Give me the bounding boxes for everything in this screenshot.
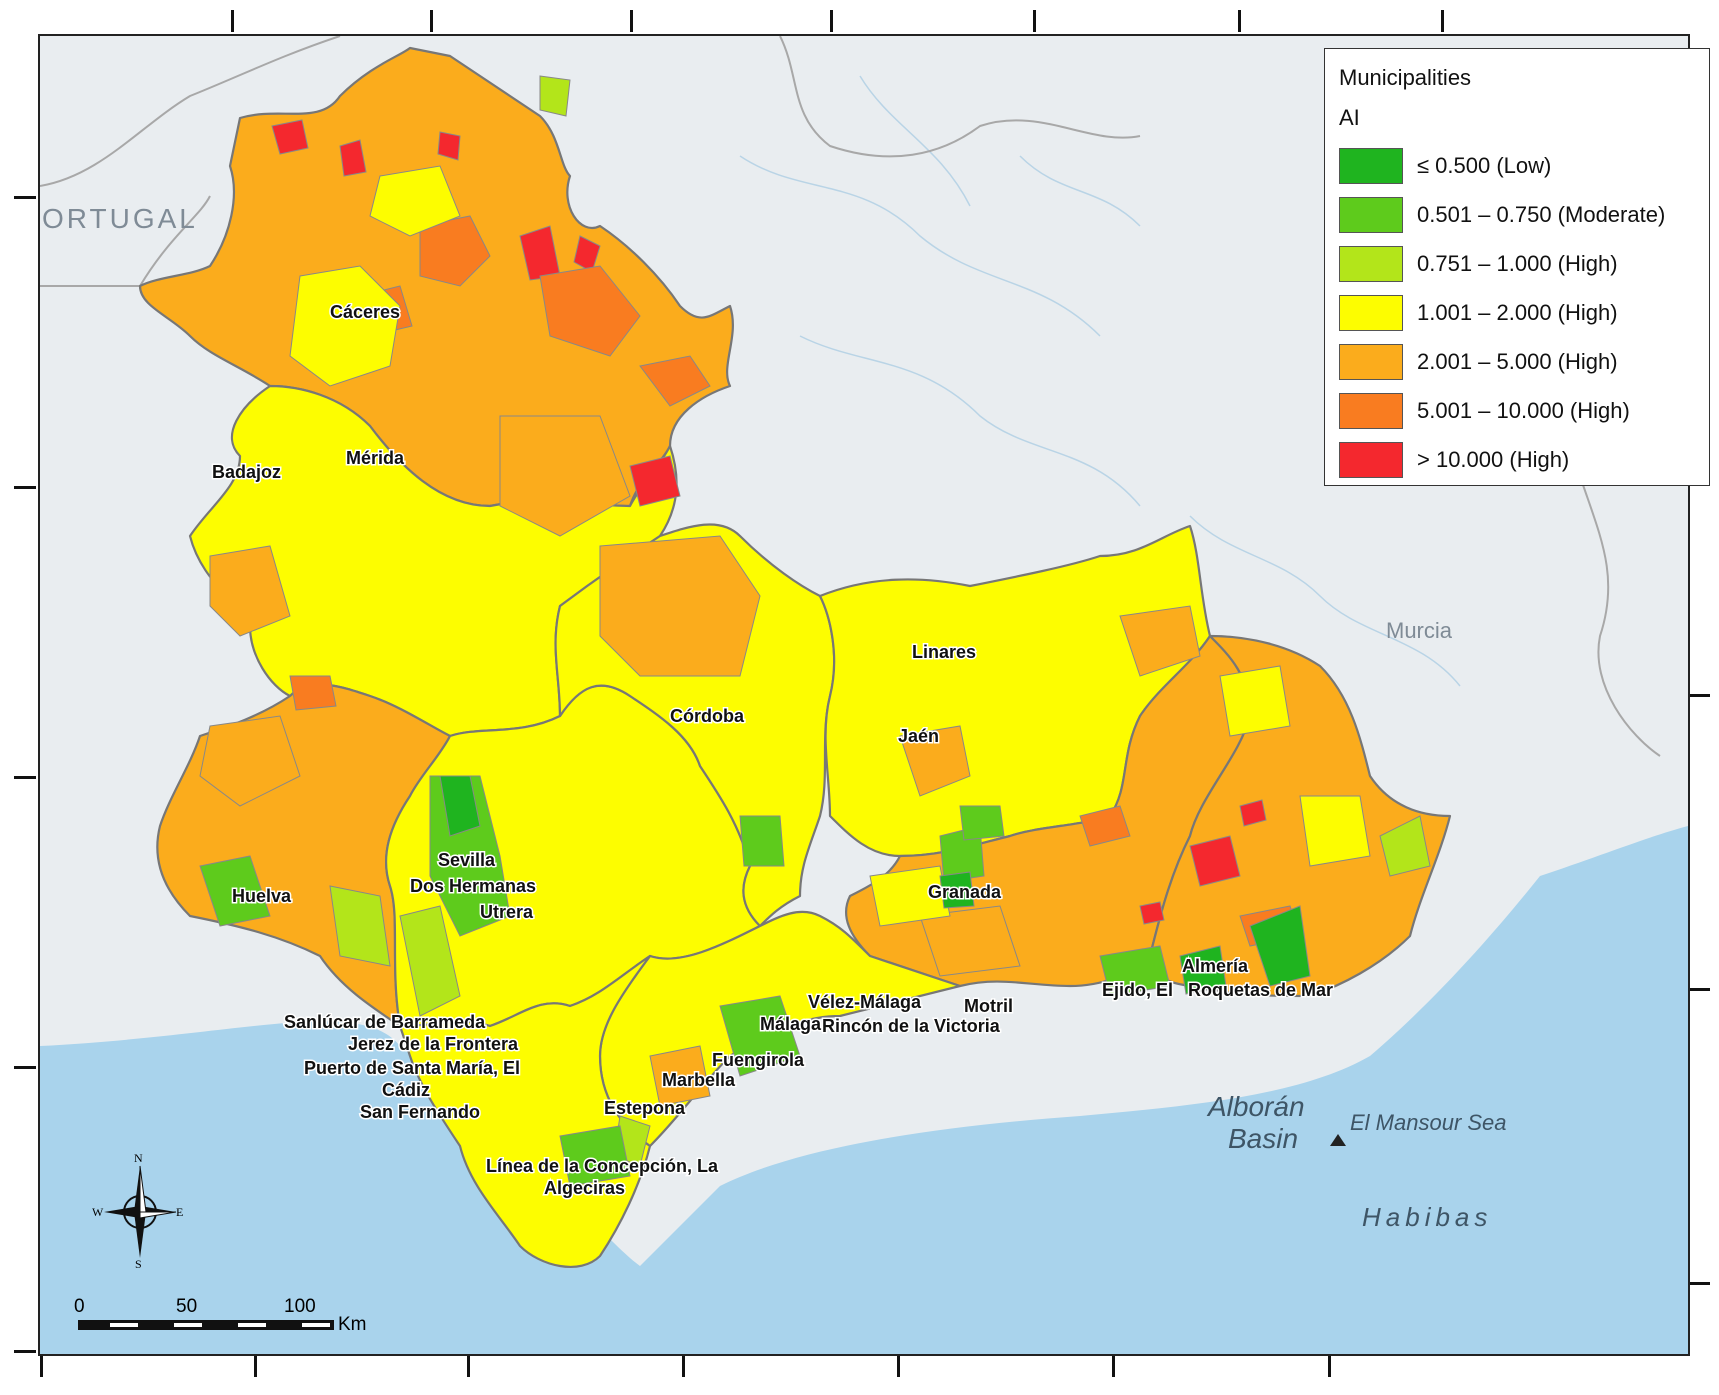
label-huelva: Huelva: [232, 886, 292, 906]
label-linea: Línea de la Concepción, La: [486, 1156, 719, 1176]
legend-label: 1.001 – 2.000 (High): [1417, 299, 1618, 325]
municipality-classes: [199, 75, 1431, 1187]
label-fuengirola: Fuengirola: [712, 1050, 805, 1070]
legend: Municipalities AI ≤ 0.500 (Low) 0.501 – 0…: [1324, 48, 1710, 486]
legend-item: > 10.000 (High): [1339, 435, 1695, 484]
city-labels: Cáceres Badajoz Mérida Córdoba Linares J…: [211, 301, 1335, 1200]
legend-label: 2.001 – 5.000 (High): [1417, 348, 1618, 374]
north-label: N: [134, 1151, 143, 1165]
label-dos-hermanas: Dos Hermanas: [410, 876, 536, 896]
legend-classes: ≤ 0.500 (Low) 0.501 – 0.750 (Moderate) 0.7…: [1339, 141, 1695, 484]
legend-swatch: [1339, 147, 1403, 184]
legend-swatch: [1339, 392, 1403, 429]
label-jerez: Jerez de la Frontera: [348, 1034, 519, 1054]
label-murcia: Murcia: [1386, 618, 1453, 643]
label-mansour: El Mansour Sea: [1350, 1110, 1507, 1135]
label-puerto: Puerto de Santa María, El: [304, 1058, 520, 1078]
scale-unit: Km: [338, 1314, 367, 1335]
label-sanlucar: Sanlúcar de Barrameda: [284, 1012, 486, 1032]
legend-swatch: [1339, 294, 1403, 331]
legend-swatch: [1339, 196, 1403, 233]
legend-item: 0.751 – 1.000 (High): [1339, 239, 1695, 288]
label-utrera: Utrera: [480, 902, 534, 922]
legend-swatch: [1339, 441, 1403, 478]
label-portugal: ORTUGAL: [42, 203, 198, 234]
legend-item: 1.001 – 2.000 (High): [1339, 288, 1695, 337]
legend-item: 5.001 – 10.000 (High): [1339, 386, 1695, 435]
legend-item: 2.001 – 5.000 (High): [1339, 337, 1695, 386]
basemap-labels: ORTUGAL Murcia Alborán Basin El Mansour …: [42, 203, 1507, 1232]
legend-title: Municipalities: [1339, 65, 1472, 90]
label-ejido: Ejido, El: [1102, 980, 1173, 1000]
legend-subtitle: AI: [1339, 105, 1360, 130]
label-motril: Motril: [964, 996, 1013, 1016]
legend-label: 0.501 – 0.750 (Moderate): [1417, 201, 1666, 227]
label-velez: Vélez-Málaga: [808, 992, 922, 1012]
scale-bar: 0 50 100 Km: [74, 1296, 367, 1335]
label-algeciras: Algeciras: [544, 1178, 625, 1198]
label-badajoz: Badajoz: [212, 462, 281, 482]
scale-tick-100: 100: [284, 1296, 316, 1317]
basemap-rivers: [739, 75, 1461, 687]
label-almeria: Almería: [1182, 956, 1249, 976]
scale-tick-0: 0: [74, 1296, 85, 1317]
label-cadiz: Cádiz: [382, 1080, 430, 1100]
label-marbella: Marbella: [662, 1070, 736, 1090]
label-linares: Linares: [912, 642, 976, 662]
seamount-triangle-icon: [1330, 1134, 1346, 1146]
legend-item: 0.501 – 0.750 (Moderate): [1339, 190, 1695, 239]
legend-label: > 10.000 (High): [1417, 446, 1570, 472]
south-label: S: [135, 1257, 142, 1270]
label-merida: Mérida: [346, 448, 405, 468]
legend-label: 0.751 – 1.000 (High): [1417, 250, 1618, 276]
legend-swatch: [1339, 245, 1403, 282]
label-sevilla: Sevilla: [438, 850, 496, 870]
label-estepona: Estepona: [604, 1098, 686, 1118]
label-jaen: Jaén: [898, 726, 939, 746]
label-alboran: Alborán: [1206, 1091, 1305, 1122]
scale-tick-50: 50: [176, 1296, 197, 1317]
label-malaga: Málaga: [760, 1014, 822, 1034]
north-arrow-icon: N S W E: [92, 1151, 183, 1270]
label-roquetas: Roquetas de Mar: [1188, 980, 1333, 1000]
label-granada: Granada: [928, 882, 1002, 902]
legend-swatch: [1339, 343, 1403, 380]
legend-label: ≤ 0.500 (Low): [1417, 152, 1552, 178]
label-san-fernando: San Fernando: [360, 1102, 480, 1122]
east-label: E: [176, 1205, 183, 1219]
legend-item: ≤ 0.500 (Low): [1339, 141, 1695, 190]
label-cordoba: Córdoba: [670, 706, 745, 726]
west-label: W: [92, 1205, 104, 1219]
label-habibas: Habibas: [1362, 1202, 1492, 1232]
label-caceres: Cáceres: [330, 302, 400, 322]
label-rincon: Rincón de la Victoria: [822, 1016, 1001, 1036]
sea-area: [40, 826, 1688, 1354]
map-canvas[interactable]: Cáceres Badajoz Mérida Córdoba Linares J…: [40, 36, 1688, 1354]
legend-label: 5.001 – 10.000 (High): [1417, 397, 1630, 423]
label-basin: Basin: [1228, 1123, 1298, 1154]
province-almeria[interactable]: [1148, 634, 1452, 998]
